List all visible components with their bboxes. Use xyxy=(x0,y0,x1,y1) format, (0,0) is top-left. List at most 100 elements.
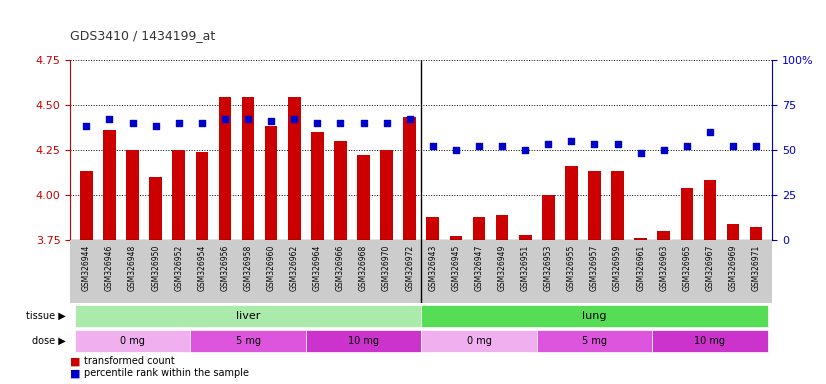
Text: GSM326951: GSM326951 xyxy=(520,245,529,291)
Bar xyxy=(426,217,439,240)
Text: GSM326972: GSM326972 xyxy=(406,245,414,291)
Text: GSM326946: GSM326946 xyxy=(105,245,114,291)
Bar xyxy=(449,237,463,240)
Point xyxy=(634,150,648,156)
Point xyxy=(588,141,601,147)
Bar xyxy=(588,171,601,240)
Text: GSM326960: GSM326960 xyxy=(267,245,276,291)
Bar xyxy=(265,126,278,240)
Point xyxy=(426,143,439,149)
Bar xyxy=(542,195,554,240)
Bar xyxy=(306,329,421,352)
Text: percentile rank within the sample: percentile rank within the sample xyxy=(84,368,249,379)
Text: GSM326963: GSM326963 xyxy=(659,245,668,291)
Text: GSM326959: GSM326959 xyxy=(613,245,622,291)
Bar xyxy=(704,180,716,240)
Bar xyxy=(190,329,306,352)
Bar xyxy=(750,227,762,240)
Bar xyxy=(634,238,647,240)
Bar xyxy=(653,329,767,352)
Text: GSM326969: GSM326969 xyxy=(729,245,738,291)
Point xyxy=(519,147,532,153)
Text: GSM326966: GSM326966 xyxy=(336,245,345,291)
Text: liver: liver xyxy=(236,311,260,321)
Point xyxy=(704,129,717,135)
Bar xyxy=(75,305,421,327)
Text: transformed count: transformed count xyxy=(84,356,175,366)
Text: GSM326950: GSM326950 xyxy=(151,245,160,291)
Bar xyxy=(242,98,254,240)
Point xyxy=(126,119,139,126)
Text: 0 mg: 0 mg xyxy=(467,336,491,346)
Point xyxy=(195,119,208,126)
Text: GSM326944: GSM326944 xyxy=(82,245,91,291)
Text: GSM326943: GSM326943 xyxy=(429,245,437,291)
Text: GSM326962: GSM326962 xyxy=(290,245,299,291)
Text: GSM326957: GSM326957 xyxy=(590,245,599,291)
Text: GSM326967: GSM326967 xyxy=(705,245,714,291)
Text: GSM326947: GSM326947 xyxy=(474,245,483,291)
Bar xyxy=(657,231,670,240)
Bar xyxy=(565,166,577,240)
Text: ■: ■ xyxy=(70,356,81,366)
Bar xyxy=(150,177,162,240)
Point xyxy=(565,138,578,144)
Point xyxy=(80,123,93,129)
Point xyxy=(542,141,555,147)
Text: ■: ■ xyxy=(70,368,81,379)
Text: GSM326961: GSM326961 xyxy=(636,245,645,291)
Text: 10 mg: 10 mg xyxy=(348,336,379,346)
Bar xyxy=(472,217,486,240)
Text: GDS3410 / 1434199_at: GDS3410 / 1434199_at xyxy=(70,29,216,42)
Point xyxy=(149,123,162,129)
Text: GSM326952: GSM326952 xyxy=(174,245,183,291)
Text: GSM326965: GSM326965 xyxy=(682,245,691,291)
Bar xyxy=(519,235,532,240)
Bar xyxy=(80,171,93,240)
Text: 10 mg: 10 mg xyxy=(695,336,725,346)
Point xyxy=(264,118,278,124)
Text: GSM326948: GSM326948 xyxy=(128,245,137,291)
Bar xyxy=(75,329,190,352)
Text: GSM326970: GSM326970 xyxy=(382,245,392,291)
Point xyxy=(380,119,393,126)
Text: GSM326955: GSM326955 xyxy=(567,245,576,291)
Text: GSM326968: GSM326968 xyxy=(359,245,368,291)
Bar xyxy=(496,215,509,240)
Bar xyxy=(357,155,370,240)
Point xyxy=(287,116,301,122)
Point xyxy=(357,119,370,126)
Bar xyxy=(681,188,693,240)
Point xyxy=(403,116,416,122)
Bar xyxy=(421,305,767,327)
Bar xyxy=(103,130,116,240)
Point xyxy=(311,119,324,126)
Point xyxy=(449,147,463,153)
Bar xyxy=(311,132,324,240)
Text: GSM326949: GSM326949 xyxy=(497,245,506,291)
Bar xyxy=(196,152,208,240)
Bar xyxy=(403,117,416,240)
Text: tissue ▶: tissue ▶ xyxy=(26,311,66,321)
Bar xyxy=(611,171,624,240)
Point xyxy=(218,116,231,122)
Text: GSM326956: GSM326956 xyxy=(221,245,230,291)
Bar xyxy=(126,150,139,240)
Text: GSM326971: GSM326971 xyxy=(752,245,761,291)
Point xyxy=(496,143,509,149)
Text: GSM326945: GSM326945 xyxy=(451,245,460,291)
Point xyxy=(657,147,671,153)
Point xyxy=(472,143,486,149)
Text: GSM326954: GSM326954 xyxy=(197,245,206,291)
Text: lung: lung xyxy=(582,311,607,321)
Point xyxy=(334,119,347,126)
Point xyxy=(749,143,762,149)
Text: GSM326958: GSM326958 xyxy=(244,245,253,291)
Point xyxy=(726,143,739,149)
Text: 0 mg: 0 mg xyxy=(120,336,145,346)
Text: 5 mg: 5 mg xyxy=(235,336,260,346)
Text: 5 mg: 5 mg xyxy=(582,336,607,346)
Point xyxy=(103,116,116,122)
Text: GSM326953: GSM326953 xyxy=(544,245,553,291)
Text: GSM326964: GSM326964 xyxy=(313,245,322,291)
